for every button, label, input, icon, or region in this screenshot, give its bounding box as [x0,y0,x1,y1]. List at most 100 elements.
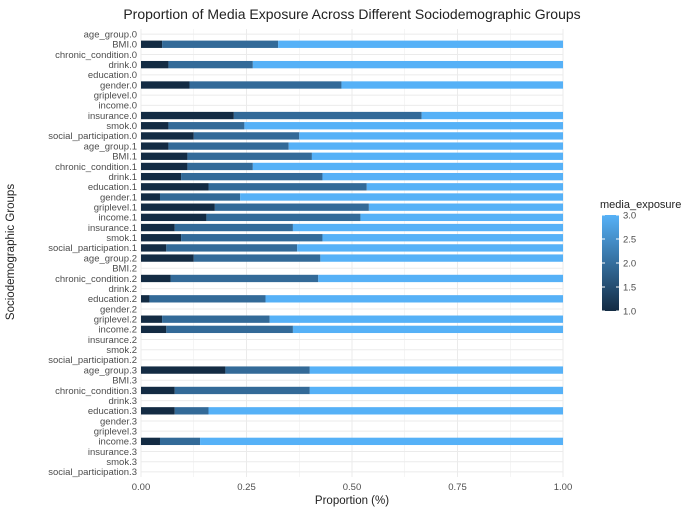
bar-segment-level-1 [141,142,169,150]
x-tick-label: 0.25 [237,482,256,493]
bar-segment-level-1 [141,152,188,160]
x-tick-label: 1.00 [554,482,573,493]
legend-tick-label: 1.5 [623,282,636,293]
bar-segment-level-1 [141,254,194,262]
x-tick-label: 0.75 [448,482,467,493]
y-tick-label: BMI.0 [112,40,137,51]
bar-segment-level-1 [141,122,169,130]
bar-segment-level-3 [265,295,563,303]
bar-segment-level-2 [187,152,312,160]
y-tick-label: social_participation.0 [48,131,137,142]
y-tick-label: education.1 [88,182,137,193]
y-tick-label: chronic_condition.0 [55,50,137,61]
bar-segment-level-3 [200,437,563,446]
chart-title: Proportion of Media Exposure Across Diff… [123,6,580,22]
bar-segment-level-1 [141,366,226,374]
bar-segment-level-1 [141,183,209,191]
bar-segment-level-2 [233,111,422,120]
bar-segment-level-3 [288,142,563,150]
bar-segment-level-2 [181,172,323,181]
bar-segment-level-3 [292,223,563,232]
bar-segment-level-2 [187,162,253,171]
y-tick-label: griplevel.3 [94,426,137,437]
bar-segment-level-1 [141,111,234,120]
bar-segment-level-2 [149,295,266,303]
bar-segment-level-3 [240,193,564,201]
y-tick-label: BMI.1 [112,152,137,163]
y-tick-label: age_group.2 [84,253,137,264]
bar-segment-level-3 [208,407,563,415]
y-tick-label: smok.3 [106,457,137,468]
y-tick-label: drink.2 [108,284,137,295]
bar-segment-level-2 [162,40,279,48]
bar-segment-level-3 [292,325,563,334]
y-tick-label: age_group.1 [84,141,137,152]
y-tick-label: drink.0 [108,60,137,71]
bar-segment-level-3 [360,213,563,222]
bar-segment-level-1 [141,407,175,415]
y-tick-label: insurance.0 [88,111,137,122]
bar-segment-level-2 [168,122,245,130]
y-tick-label: chronic_condition.2 [55,274,137,285]
bar-segment-level-1 [141,60,169,69]
bar-segment-level-2 [170,274,319,283]
y-axis-title: Sociodemographic Groups [5,184,17,320]
bar-segment-level-3 [341,81,563,89]
x-tick-label: 0.00 [132,482,151,493]
y-tick-label: drink.1 [108,172,137,183]
bar-segment-level-3 [366,183,563,191]
bar-segment-level-2 [166,244,298,252]
bar-segment-level-2 [159,193,241,201]
bar-segment-level-1 [141,386,175,395]
y-tick-label: social_participation.1 [48,243,137,254]
bar-segment-level-1 [141,132,194,140]
bar-segment-level-2 [225,366,310,374]
y-tick-label: age_group.3 [84,365,137,376]
bar-segment-level-1 [141,223,175,232]
bar-segment-level-1 [141,315,163,323]
bar-segment-level-2 [189,81,342,89]
bar-segment-level-1 [141,325,167,334]
y-tick-label: income.2 [98,325,137,336]
y-tick-label: income.0 [98,101,137,112]
bar-segment-level-1 [141,162,188,171]
y-tick-label: smok.2 [106,345,137,356]
y-tick-label: income.1 [98,213,137,224]
bar-segment-level-3 [252,162,563,171]
y-tick-label: education.2 [88,294,137,305]
bar-segment-level-1 [141,172,182,181]
bar-segment-level-3 [269,315,563,323]
bar-segment-level-1 [141,81,190,89]
y-tick-label: education.0 [88,70,137,81]
y-tick-label: griplevel.1 [94,202,137,213]
y-tick-label: insurance.3 [88,447,137,458]
bar-segment-level-2 [193,254,321,262]
legend-title: media_exposure [600,199,681,211]
y-tick-label: BMI.2 [112,264,137,275]
legend-tick-label: 3.0 [623,210,636,221]
bar-segment-level-1 [141,437,160,446]
bar-segment-level-3 [244,122,563,130]
y-tick-label: social_participation.2 [48,355,137,366]
x-tick-label: 0.50 [343,482,362,493]
bar-segment-level-2 [166,325,293,334]
bar-segment-level-1 [141,193,160,201]
y-tick-label: drink.3 [108,396,137,407]
bar-segment-level-2 [174,407,209,415]
bar-segment-level-2 [174,386,310,395]
y-tick-label: income.3 [98,437,137,448]
y-tick-label: smok.1 [106,233,137,244]
bar-segment-level-1 [141,274,171,283]
y-tick-label: smok.0 [106,121,137,132]
bar-segment-level-1 [141,203,215,211]
bar-segment-level-3 [309,366,563,374]
bar-segment-level-2 [208,183,367,191]
bar-segment-level-3 [320,254,563,262]
bar-segment-level-1 [141,244,167,252]
bar-segment-level-3 [421,111,563,120]
legend: media_exposure 1.0 1.5 2.0 2.5 3.0 [600,199,681,317]
y-tick-label: gender.2 [100,304,137,315]
y-tick-label: griplevel.2 [94,314,137,325]
bar-segment-level-1 [141,295,150,303]
bar-segment-level-3 [318,274,563,283]
